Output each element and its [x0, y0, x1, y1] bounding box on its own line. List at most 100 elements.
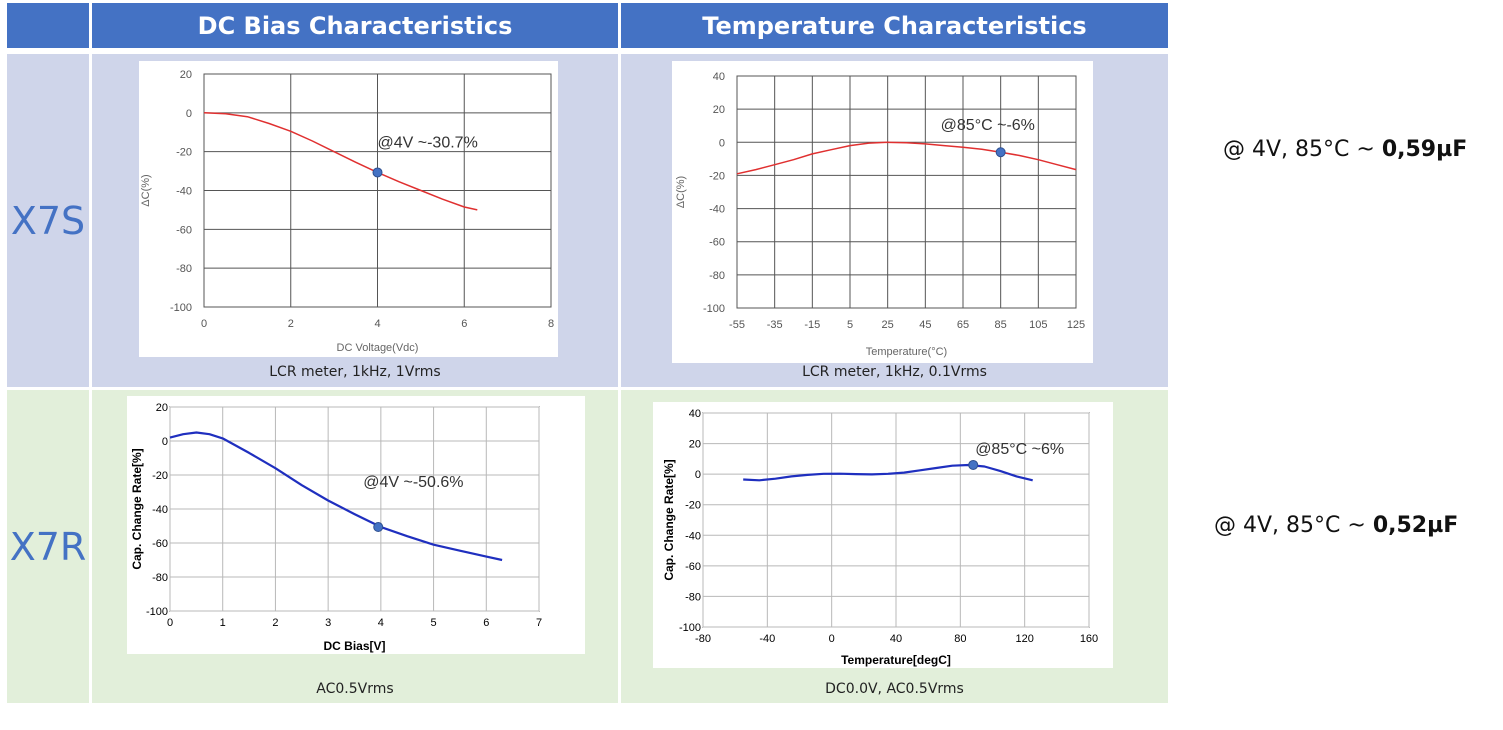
x-axis-label: Temperature[degC] [841, 653, 951, 667]
series-line [203, 112, 478, 211]
y-tick-label: -60 [685, 561, 701, 573]
x7s-summary: @ 4V, 85°C ~ 0,59µF [1223, 137, 1467, 162]
x-tick-label: 0 [167, 617, 173, 629]
x7r-dc-caption: AC0.5Vrms [316, 681, 394, 697]
x-tick-label: 120 [1015, 633, 1033, 645]
y-tick-label: 0 [186, 108, 192, 120]
x7r-summary-prefix: @ 4V, 85°C ~ [1214, 513, 1373, 538]
y-axis-label: ΔC(%) [140, 174, 152, 206]
x7s-temp-chart-panel: -55 -35 -15 5 25 45 65 85 105 125 40 20 0 -20 -40 -60 -8… [672, 61, 1093, 363]
plot-area [736, 75, 1077, 309]
y-tick-label: 0 [162, 436, 168, 448]
x7s-summary-prefix: @ 4V, 85°C ~ [1223, 137, 1382, 162]
x-tick-label: 7 [536, 617, 542, 629]
annotation-point [995, 147, 1006, 158]
y-tick-label: 40 [689, 408, 701, 420]
x7s-summary-value: 0,59µF [1381, 137, 1468, 162]
y-tick-label: 40 [713, 71, 725, 83]
x-tick-label: -55 [729, 319, 745, 331]
header-corner [7, 3, 89, 48]
y-tick-label: -60 [152, 538, 168, 550]
y-tick-label: -20 [176, 147, 192, 159]
y-tick-label: -80 [176, 263, 192, 275]
y-tick-label: -20 [685, 500, 701, 512]
y-tick-label: 0 [719, 137, 725, 149]
x7r-summary: @ 4V, 85°C ~ 0,52µF [1214, 513, 1458, 538]
y-tick-label: -80 [152, 572, 168, 584]
x-tick-label: 3 [325, 617, 331, 629]
annotation-label: @85°C ~6% [975, 441, 1064, 458]
row-label-x7r: X7R [7, 390, 89, 703]
y-tick-label: -40 [176, 186, 192, 198]
x7r-temperature-chart: -80 -40 0 40 80 120 16040200-20-40-60-80-100Te… [662, 408, 1098, 667]
x-tick-label: 40 [890, 633, 902, 645]
y-tick-label: -100 [703, 303, 725, 315]
x-tick-label: -15 [804, 319, 820, 331]
x7r-temp-caption: DC0.0V, AC0.5Vrms [825, 681, 964, 697]
y-axis-label: Cap. Change Rate[%] [662, 459, 676, 580]
x-tick-label: 0 [829, 633, 835, 645]
y-tick-label: 20 [156, 402, 168, 414]
x-tick-label: 8 [548, 318, 554, 330]
y-tick-label: 20 [180, 69, 192, 81]
header-temperature: Temperature Characteristics [621, 3, 1168, 48]
x-tick-label: 160 [1080, 633, 1098, 645]
x7s-dc-chart-panel: 0 2 4 6 8 20 0 -20 -40 -60 -80 -100 DC Voltage(Vdc) Δ… [139, 61, 558, 357]
y-tick-label: -40 [709, 204, 725, 216]
x7s-temperature-chart: -55 -35 -15 5 25 45 65 85 105 125 40 20 0 -20 -40 -60 -8… [675, 71, 1085, 358]
x-tick-label: 2 [272, 617, 278, 629]
x7r-temp-chart-panel: -80 -40 0 40 80 120 160 40 20 0 -20 -40 -60 -80 -100 Te… [653, 402, 1113, 668]
y-tick-label: -40 [685, 530, 701, 542]
x7r-dc-bias-chart: 0 1 2 3 4 5 6 7 20 0 -20 -40 -60 -80 -100 DC Bias[V] Cap… [130, 402, 542, 653]
x-tick-label: 4 [378, 617, 384, 629]
x-tick-label: 105 [1029, 319, 1047, 331]
y-tick-label: -20 [152, 470, 168, 482]
x-tick-label: 0 [201, 318, 207, 330]
x-tick-label: 65 [957, 319, 969, 331]
x7r-dc-chart-panel: 0 1 2 3 4 5 6 7 20 0 -20 -40 -60 -80 -100 DC Bias[V] Cap… [127, 396, 585, 654]
x-tick-label: 4 [374, 318, 380, 330]
y-tick-label: -60 [709, 237, 725, 249]
y-tick-label: -100 [679, 622, 701, 634]
x7r-summary-value: 0,52µF [1372, 513, 1459, 538]
x-tick-label: -40 [759, 633, 775, 645]
series-line [736, 141, 1077, 175]
x-axis-label: Temperature(°C) [866, 346, 947, 358]
x-tick-label: 5 [431, 617, 437, 629]
y-tick-label: 0 [695, 469, 701, 481]
y-tick-label: -40 [152, 504, 168, 516]
series-line [743, 463, 1033, 482]
y-tick-label: -60 [176, 224, 192, 236]
x-tick-label: 85 [995, 319, 1007, 331]
row-label-x7s: X7S [7, 54, 89, 387]
x7s-dc-caption: LCR meter, 1kHz, 1Vrms [269, 364, 441, 380]
x-tick-label: 6 [461, 318, 467, 330]
y-tick-label: -100 [146, 606, 168, 618]
x-axis-label: DC Voltage(Vdc) [337, 342, 419, 354]
x-tick-label: 125 [1067, 319, 1085, 331]
y-axis-label: Cap. Change Rate[%] [130, 448, 144, 569]
series-line [169, 431, 503, 562]
y-axis-label: ΔC(%) [675, 176, 687, 208]
annotation-point [373, 522, 384, 533]
header-dc-bias: DC Bias Characteristics [92, 3, 618, 48]
y-tick-label: -80 [685, 591, 701, 603]
x-tick-label: -80 [695, 633, 711, 645]
annotation-label: @85°C ~-6% [941, 117, 1035, 134]
x-tick-label: 1 [220, 617, 226, 629]
x7s-temp-caption: LCR meter, 1kHz, 0.1Vrms [802, 364, 987, 380]
x-tick-label: 6 [483, 617, 489, 629]
y-tick-label: 20 [689, 439, 701, 451]
x-axis-label: DC Bias[V] [323, 639, 385, 653]
x-tick-label: 5 [847, 319, 853, 331]
annotation-label: @4V ~-30.7% [378, 134, 478, 151]
y-tick-label: 20 [713, 104, 725, 116]
x-tick-label: 25 [882, 319, 894, 331]
x-tick-label: 45 [919, 319, 931, 331]
y-tick-label: -100 [170, 302, 192, 314]
x-tick-label: 2 [288, 318, 294, 330]
x-tick-label: 80 [954, 633, 966, 645]
x-tick-label: -35 [767, 319, 783, 331]
x7s-dc-bias-chart: 0 2 4 6 8 20 0 -20 -40 -60 -80 -100 DC Voltage(Vdc) Δ… [140, 69, 554, 354]
annotation-point [372, 167, 383, 178]
